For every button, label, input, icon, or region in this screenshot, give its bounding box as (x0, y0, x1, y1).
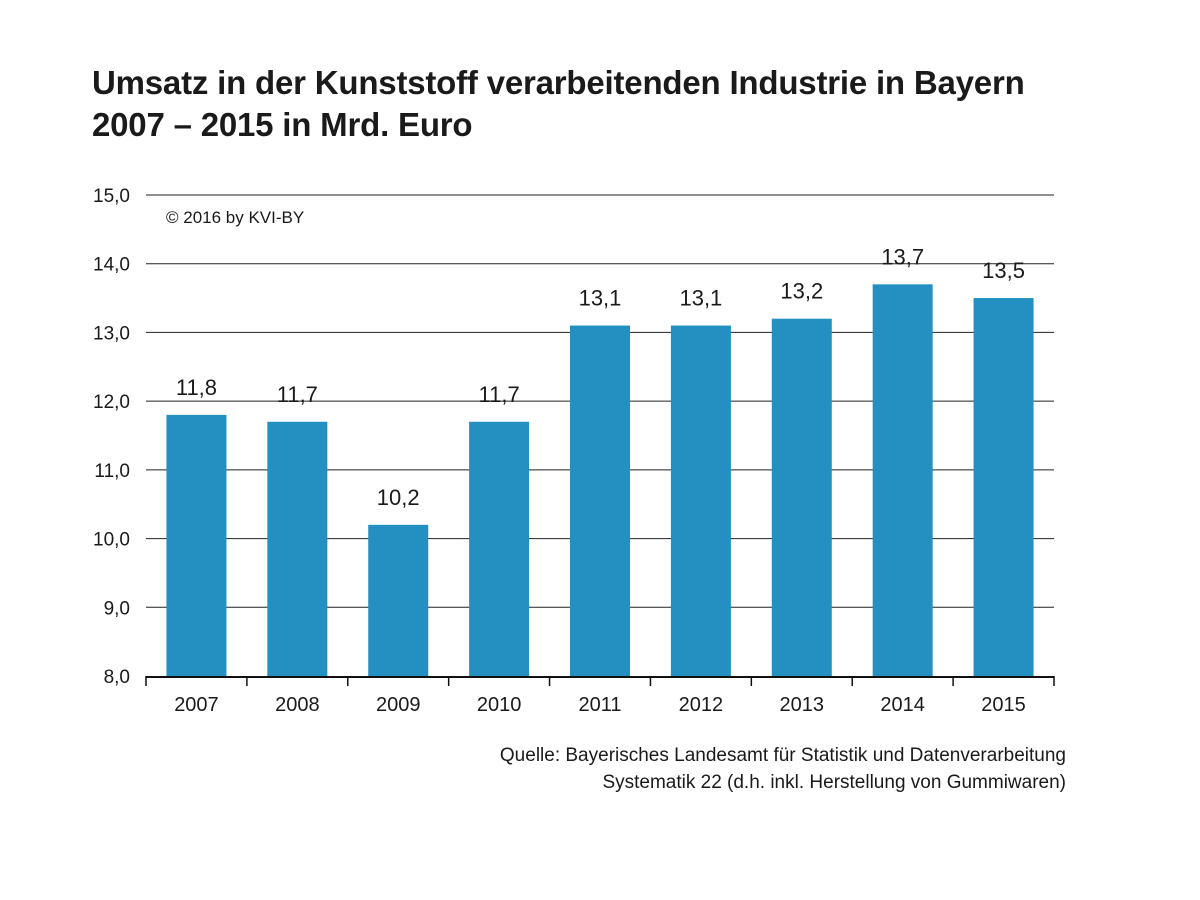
value-label: 13,1 (679, 286, 722, 311)
value-labels: 11,8 11,7 10,2 11,7 13,1 13,1 13,2 13,7 13,5 (176, 244, 1025, 510)
bar (267, 421, 328, 676)
x-tick-label: 2013 (780, 694, 825, 716)
bar (872, 284, 933, 676)
y-tick-label: 11,0 (94, 461, 130, 482)
source-note: Quelle: Bayerisches Landesamt für Statis… (500, 742, 1066, 796)
x-tick-label: 2015 (981, 694, 1026, 716)
value-label: 11,7 (277, 382, 318, 407)
copyright-note: © 2016 by KVI-BY (166, 208, 305, 227)
x-axis: 2007 2008 2009 2010 2011 2012 2013 2014 2015 (145, 676, 1055, 716)
x-tick-label: 2014 (880, 694, 925, 716)
value-label: 13,7 (881, 244, 924, 269)
chart-title: Umsatz in der Kunststoff verarbeitenden … (92, 62, 1152, 146)
bar (368, 524, 429, 676)
value-label: 11,8 (176, 375, 217, 400)
x-tick-label: 2012 (679, 694, 724, 716)
x-tick-label: 2007 (174, 694, 219, 716)
x-tick-label: 2009 (376, 694, 421, 716)
y-axis: 8,0 9,0 10,0 11,0 12,0 13,0 14,0 15,0 (93, 186, 130, 688)
bar (166, 414, 227, 676)
y-tick-label: 13,0 (93, 323, 130, 344)
x-tick-label: 2011 (578, 694, 621, 716)
chart-title-line: Umsatz in der Kunststoff verarbeitenden … (92, 64, 1025, 101)
bar (973, 298, 1034, 676)
chart-subtitle-line: 2007 – 2015 in Mrd. Euro (92, 106, 473, 143)
x-tick-label: 2008 (275, 694, 320, 716)
y-tick-label: 8,0 (104, 667, 130, 688)
value-label: 13,2 (780, 279, 823, 304)
y-tick-label: 10,0 (93, 530, 130, 551)
value-label: 11,7 (479, 382, 520, 407)
source-line-1: Quelle: Bayerisches Landesamt für Statis… (499, 745, 1066, 766)
value-label: 13,5 (982, 258, 1025, 283)
bars (166, 284, 1034, 676)
bar (771, 318, 832, 676)
bar (469, 421, 530, 676)
bar (670, 325, 731, 676)
y-tick-label: 14,0 (93, 255, 130, 276)
x-tick-label: 2010 (477, 694, 522, 716)
bar (570, 325, 630, 676)
value-label: 13,1 (579, 286, 622, 311)
y-tick-label: 12,0 (93, 392, 130, 413)
y-tick-label: 15,0 (93, 186, 130, 207)
y-tick-label: 9,0 (104, 598, 130, 619)
source-line-2: Systematik 22 (d.h. inkl. Herstellung vo… (602, 772, 1066, 793)
value-label: 10,2 (377, 485, 420, 510)
